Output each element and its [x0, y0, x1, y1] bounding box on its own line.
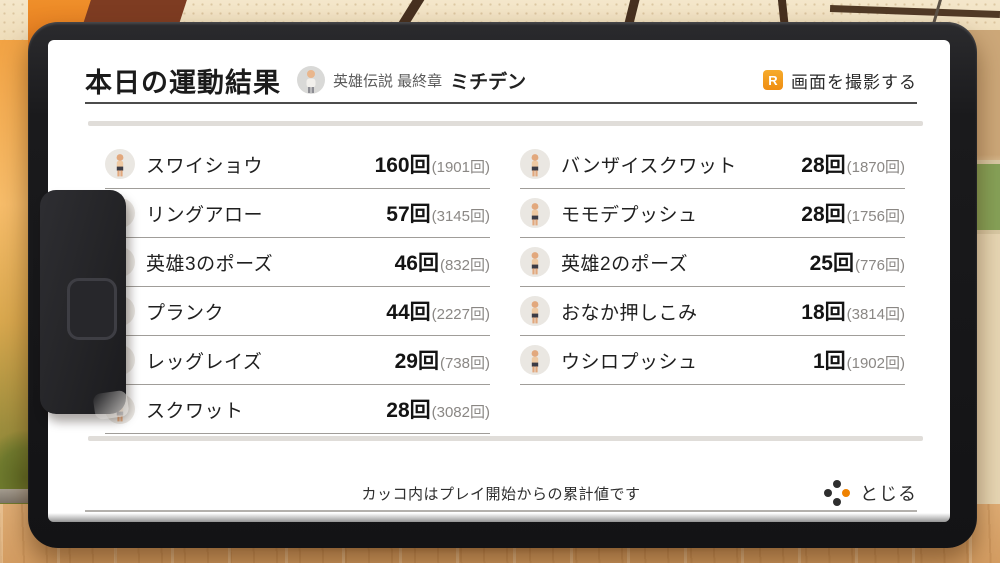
exercise-value: 29回(738回)	[395, 345, 490, 375]
r-button-icon: R	[763, 70, 783, 90]
exercise-row: おなか押しこみ 18回(3814回)	[520, 287, 905, 336]
stage-label: 英雄伝説 最終章	[333, 72, 443, 90]
section-divider-top	[88, 121, 923, 126]
exercise-name: レッグレイズ	[146, 351, 263, 373]
abxy-buttons-icon	[824, 480, 850, 506]
exercise-count: 29回	[394, 350, 439, 373]
close-button[interactable]: とじる	[824, 478, 917, 508]
exercise-avatar-icon	[520, 345, 550, 375]
exercise-count: 28回	[801, 154, 846, 177]
exercise-row: 英雄3のポーズ 46回(832回)	[105, 238, 490, 287]
exercise-total: (832回)	[439, 257, 490, 274]
exercise-row: プランク 44回(2227回)	[105, 287, 490, 336]
exercise-count: 57回	[386, 203, 431, 226]
exercise-name: プランク	[146, 302, 225, 324]
exercise-count: 160回	[374, 154, 431, 177]
results-column-right: バンザイスクワット 28回(1870回) モモデプッシュ 28回(1756回) …	[520, 140, 905, 434]
exercise-avatar-icon	[105, 149, 135, 179]
capture-screen-button[interactable]: R 画面を撮影する	[763, 68, 917, 93]
exercise-total: (3145回)	[431, 208, 490, 225]
exercise-total: (1902回)	[846, 355, 905, 372]
header-divider	[85, 102, 917, 104]
exercise-value: 25回(776回)	[810, 247, 905, 277]
header: 本日の運動結果 英雄伝説 最終章 ミチデン R 画面を撮影する	[85, 58, 917, 102]
exercise-row: レッグレイズ 29回(738回)	[105, 336, 490, 385]
tablet-device: 本日の運動結果 英雄伝説 最終章 ミチデン R 画面を撮影する	[28, 22, 977, 548]
exercise-row: バンザイスクワット 28回(1870回)	[520, 140, 905, 189]
results-grid: スワイショウ 160回(1901回) リングアロー 57回(3145回) 英雄3…	[105, 140, 905, 434]
exercise-name: ウシロプッシュ	[561, 351, 698, 373]
grip-highlight	[92, 389, 130, 421]
exercise-count: 28回	[386, 399, 431, 422]
exercise-total: (738回)	[439, 355, 490, 372]
player-avatar	[297, 66, 325, 94]
exercise-total: (3814回)	[846, 306, 905, 323]
player-name: ミチデン	[450, 71, 527, 93]
exercise-total: (1870回)	[846, 159, 905, 176]
exercise-value: 28回(1870回)	[801, 149, 905, 179]
exercise-name: 英雄2のポーズ	[561, 253, 689, 275]
exercise-row: リングアロー 57回(3145回)	[105, 189, 490, 238]
exercise-row: モモデプッシュ 28回(1756回)	[520, 189, 905, 238]
capture-label: 画面を撮影する	[791, 72, 917, 92]
exercise-total: (1901回)	[431, 159, 490, 176]
exercise-value: 1回(1902回)	[813, 345, 905, 375]
player-avatar-figure	[306, 70, 316, 93]
exercise-count: 46回	[394, 252, 439, 275]
section-divider-bottom	[88, 436, 923, 441]
exercise-name: モモデプッシュ	[561, 204, 698, 226]
exercise-total: (1756回)	[846, 208, 905, 225]
grip-button	[67, 278, 117, 340]
exercise-total: (3082回)	[431, 404, 490, 421]
exercise-avatar-icon	[520, 247, 550, 277]
exercise-name: バンザイスクワット	[561, 155, 737, 177]
exercise-value: 160回(1901回)	[375, 149, 490, 179]
exercise-count: 28回	[801, 203, 846, 226]
player-info: 英雄伝説 最終章 ミチデン	[297, 66, 526, 94]
results-column-left: スワイショウ 160回(1901回) リングアロー 57回(3145回) 英雄3…	[105, 140, 490, 434]
exercise-name: リングアロー	[146, 204, 264, 226]
exercise-name: おなか押しこみ	[561, 302, 698, 324]
exercise-value: 28回(1756回)	[801, 198, 905, 228]
exercise-name: スワイショウ	[146, 155, 264, 177]
exercise-value: 28回(3082回)	[386, 394, 490, 424]
exercise-row: スクワット 28回(3082回)	[105, 385, 490, 434]
exercise-row: スワイショウ 160回(1901回)	[105, 140, 490, 189]
exercise-value: 18回(3814回)	[801, 296, 905, 326]
exercise-count: 1回	[812, 350, 846, 373]
exercise-avatar-icon	[520, 198, 550, 228]
results-screen: 本日の運動結果 英雄伝説 最終章 ミチデン R 画面を撮影する	[48, 40, 950, 522]
page-title: 本日の運動結果	[85, 67, 281, 98]
exercise-name: スクワット	[146, 400, 244, 422]
exercise-name: 英雄3のポーズ	[146, 253, 274, 275]
footer-divider	[85, 510, 917, 512]
exercise-avatar-icon	[520, 149, 550, 179]
exercise-row: 英雄2のポーズ 25回(776回)	[520, 238, 905, 287]
footer: カッコ内はプレイ開始からの累計値です とじる	[85, 478, 917, 508]
exercise-value: 57回(3145回)	[386, 198, 490, 228]
exercise-total: (2227回)	[431, 306, 490, 323]
exercise-count: 18回	[801, 301, 846, 324]
close-label: とじる	[860, 484, 917, 504]
exercise-count: 44回	[386, 301, 431, 324]
exercise-row: ウシロプッシュ 1回(1902回)	[520, 336, 905, 385]
exercise-count: 25回	[809, 252, 854, 275]
exercise-value: 44回(2227回)	[386, 296, 490, 326]
exercise-value: 46回(832回)	[395, 247, 490, 277]
stand-grip	[40, 190, 130, 421]
exercise-avatar-icon	[520, 296, 550, 326]
footer-note: カッコ内はプレイ開始からの累計値です	[361, 486, 641, 503]
exercise-total: (776回)	[854, 257, 905, 274]
